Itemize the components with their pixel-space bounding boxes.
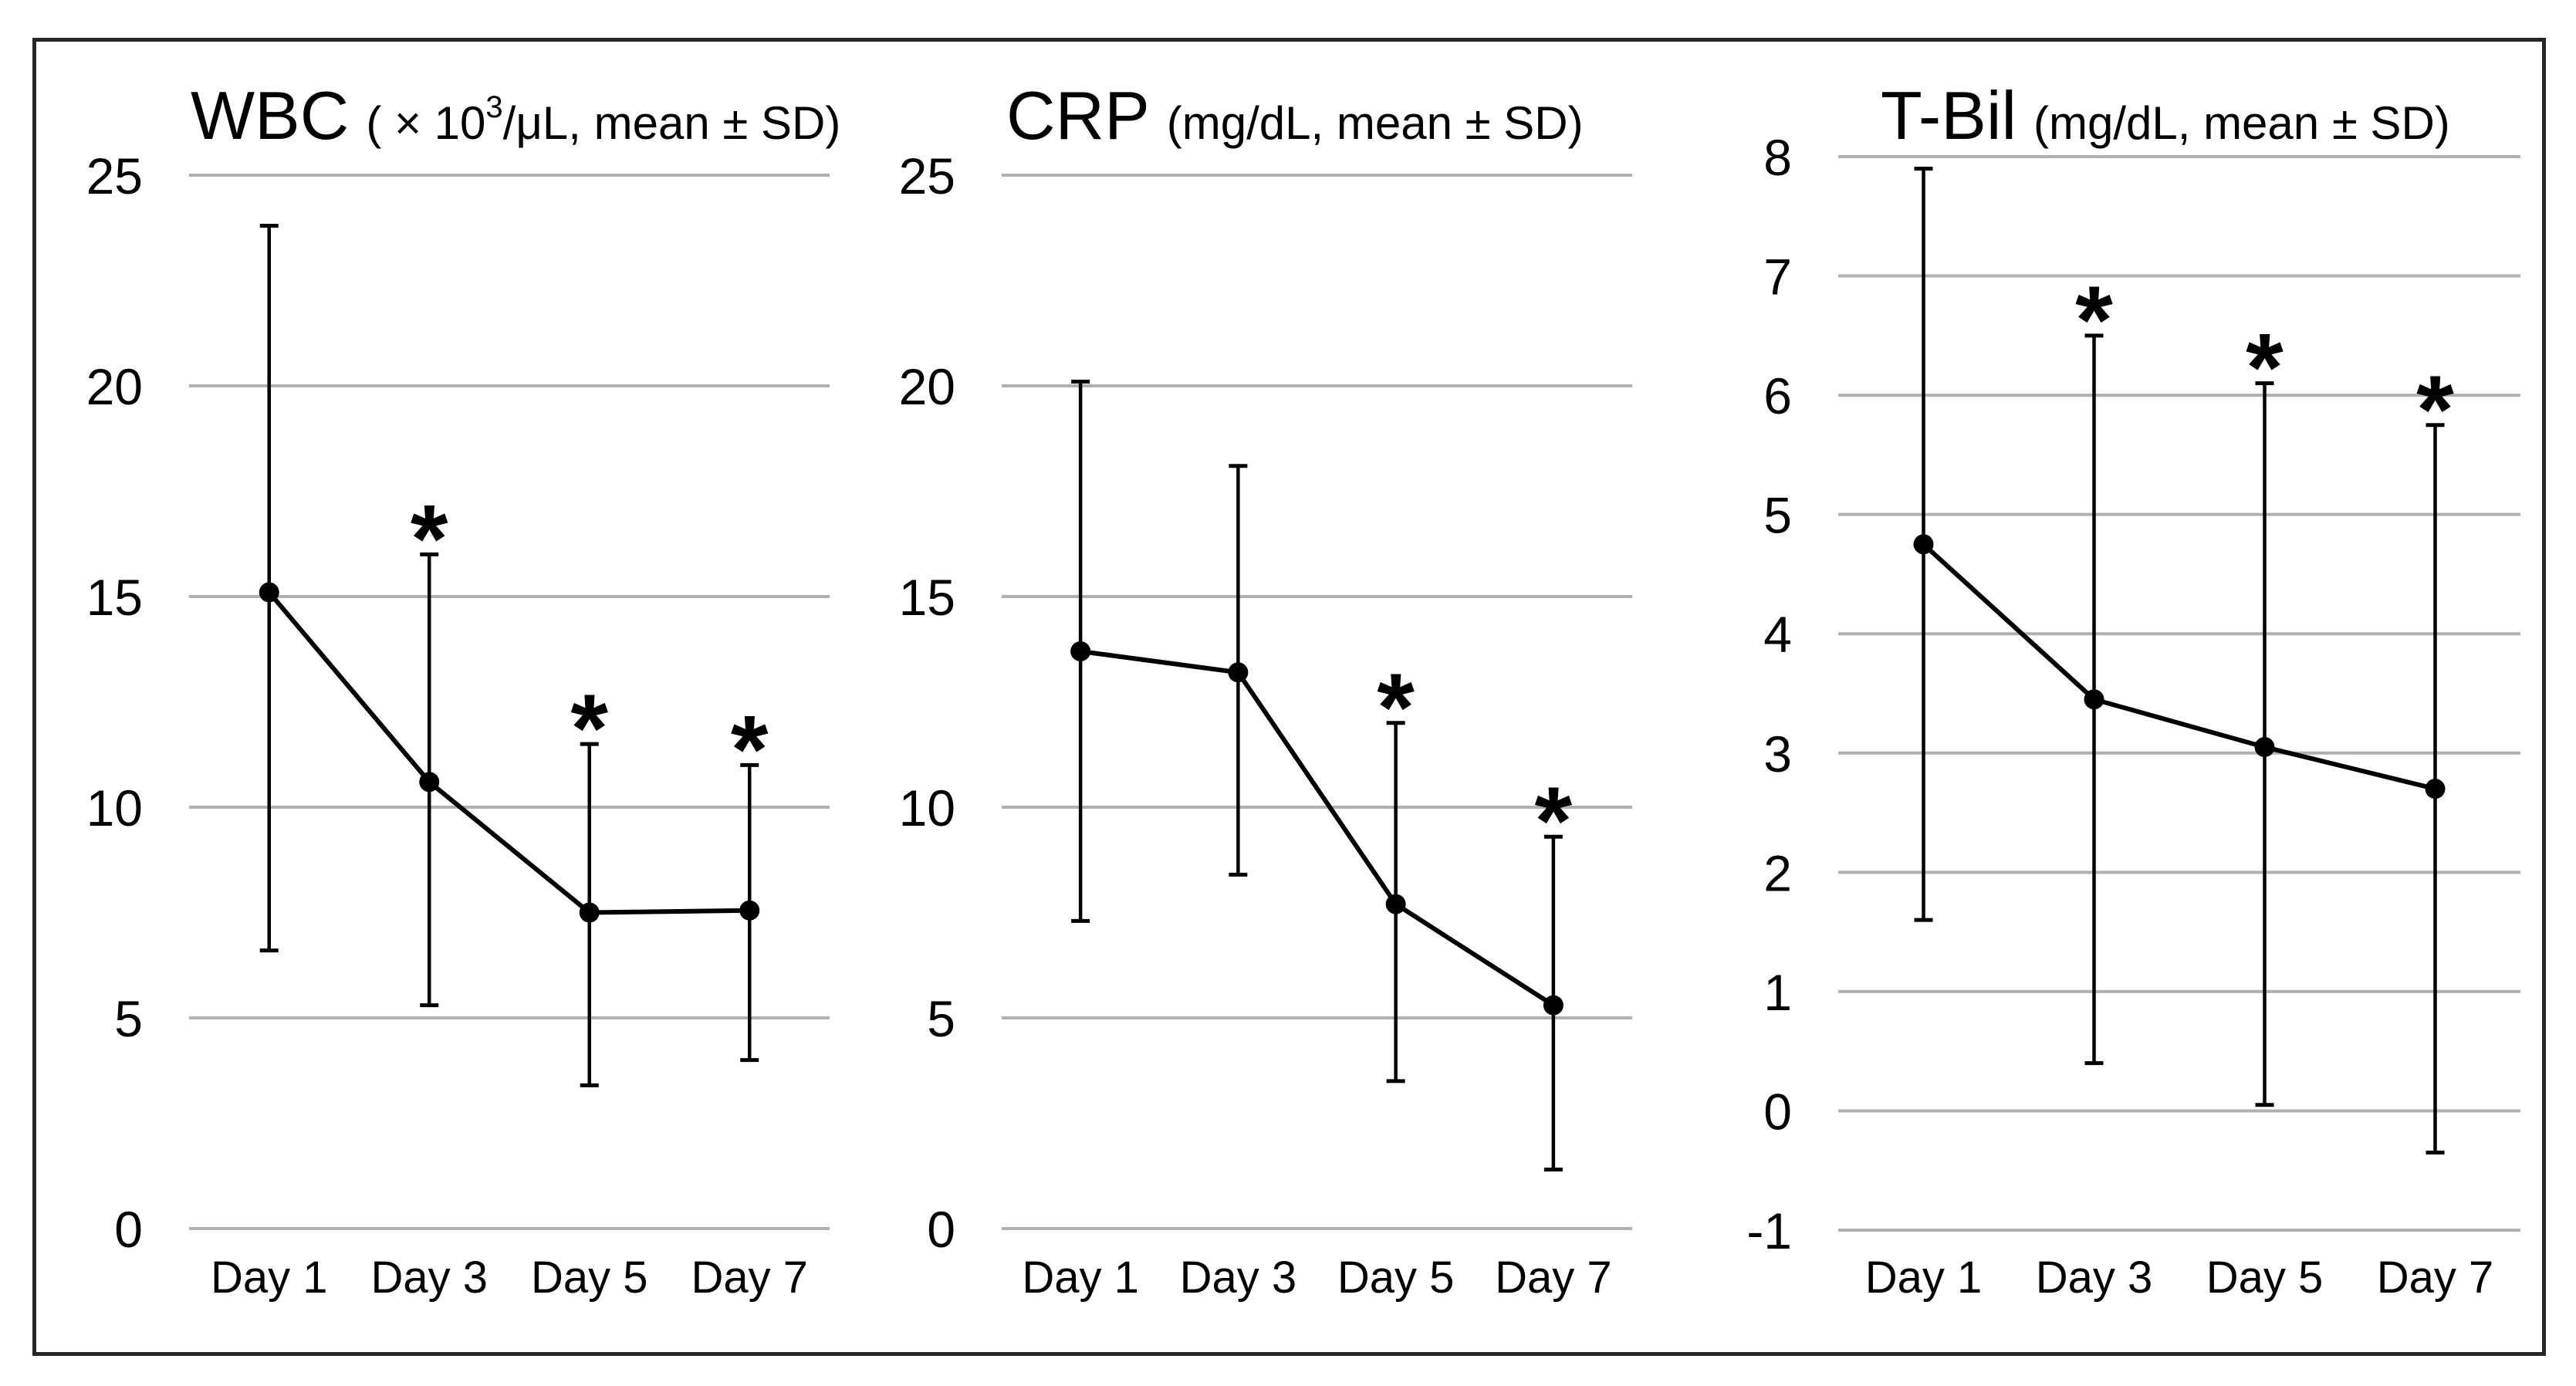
crp-ytick-label: 25 xyxy=(899,147,955,205)
tbil-ytick-label: 8 xyxy=(1763,129,1792,186)
wbc-significance-asterisk: * xyxy=(570,675,608,783)
wbc-ytick-label: 25 xyxy=(86,147,143,205)
tbil-significance-asterisk: * xyxy=(2075,267,2113,374)
tbil-ytick-label: 0 xyxy=(1763,1083,1792,1140)
crp-data-point xyxy=(1385,894,1406,914)
wbc-data-point xyxy=(579,902,600,923)
wbc-ytick-label: 15 xyxy=(86,569,143,626)
crp-data-point xyxy=(1543,995,1564,1016)
crp-data-point xyxy=(1228,662,1249,683)
tbil-mean-line xyxy=(1922,543,2436,792)
wbc-ytick-label: 10 xyxy=(86,779,143,837)
crp-data-point xyxy=(1070,641,1091,661)
wbc-xcategory-label: Day 5 xyxy=(531,1252,648,1303)
wbc-xcategory-label: Day 1 xyxy=(211,1252,328,1303)
crp-significance-asterisk: * xyxy=(1377,654,1415,762)
crp-ytick-label: 0 xyxy=(927,1201,955,1258)
wbc-title: WBC( × 103/μL, mean ± SD) xyxy=(191,77,840,154)
crp-mean-line xyxy=(1080,649,1555,1008)
crp-title: CRP (mg/dL, mean ± SD) xyxy=(1006,77,1584,154)
crp-ytick-label: 5 xyxy=(927,990,955,1047)
tbil-ytick-label: 3 xyxy=(1763,725,1792,783)
crp-significance-asterisk: * xyxy=(1535,768,1573,875)
wbc-ytick-label: 20 xyxy=(86,358,143,415)
tbil-data-point xyxy=(1913,534,1934,555)
tbil-data-point xyxy=(2425,779,2446,799)
wbc-xcategory-label: Day 7 xyxy=(691,1252,808,1303)
crp-xcategory-label: Day 3 xyxy=(1180,1252,1297,1303)
tbil-xcategory-label: Day 5 xyxy=(2206,1252,2324,1303)
wbc-data-point xyxy=(739,900,760,921)
tbil-xcategory-label: Day 3 xyxy=(2036,1252,2153,1303)
tbil-ytick-label: 5 xyxy=(1763,487,1792,544)
crp-xcategory-label: Day 7 xyxy=(1495,1252,1612,1303)
tbil-chart: 8 7 6 5 4 3 2 1 0 -1 Day 1 Day 3 Day 5 Day 7 T-Bil (mg/… xyxy=(1746,77,2520,1303)
wbc-data-point xyxy=(419,772,440,793)
tbil-title: T-Bil (mg/dL, mean ± SD) xyxy=(1881,77,2450,154)
wbc-xcategory-label: Day 3 xyxy=(370,1252,488,1303)
wbc-mean-line xyxy=(267,590,750,915)
wbc-ytick-label: 5 xyxy=(114,990,143,1047)
crp-ytick-label: 20 xyxy=(899,358,955,415)
figure-border xyxy=(32,38,2546,1356)
tbil-ytick-label: 4 xyxy=(1763,606,1792,663)
tbil-xcategory-label: Day 1 xyxy=(1865,1252,1983,1303)
tbil-significance-asterisk: * xyxy=(2416,357,2454,464)
crp-xcategory-label: Day 1 xyxy=(1022,1252,1139,1303)
tbil-ytick-label: 2 xyxy=(1763,844,1792,901)
tbil-data-point xyxy=(2254,737,2275,758)
tbil-xcategory-label: Day 7 xyxy=(2377,1252,2494,1303)
wbc-data-point xyxy=(259,582,279,603)
tbil-ytick-label: 1 xyxy=(1763,964,1792,1021)
crp-ytick-label: 15 xyxy=(899,569,955,626)
crp-xcategory-label: Day 5 xyxy=(1337,1252,1455,1303)
crp-chart: 25 20 15 10 5 0 Day 1 Day 3 Day 5 Day 7 CRP (mg/dL,… xyxy=(899,77,1632,1303)
wbc-chart: 25 20 15 10 5 0 Day 1 Day 3 Day 5 Day 7 WBC( × 103… xyxy=(86,77,841,1303)
tbil-data-point xyxy=(2084,689,2104,710)
wbc-significance-asterisk: * xyxy=(731,696,769,803)
crp-ytick-label: 10 xyxy=(899,779,955,837)
tbil-ytick-label: -1 xyxy=(1746,1202,1792,1259)
tbil-ytick-label: 7 xyxy=(1763,248,1792,306)
wbc-significance-asterisk: * xyxy=(411,485,448,593)
wbc-ytick-label: 0 xyxy=(114,1201,143,1258)
tbil-significance-asterisk: * xyxy=(2246,315,2284,422)
tbil-ytick-label: 6 xyxy=(1763,367,1792,424)
